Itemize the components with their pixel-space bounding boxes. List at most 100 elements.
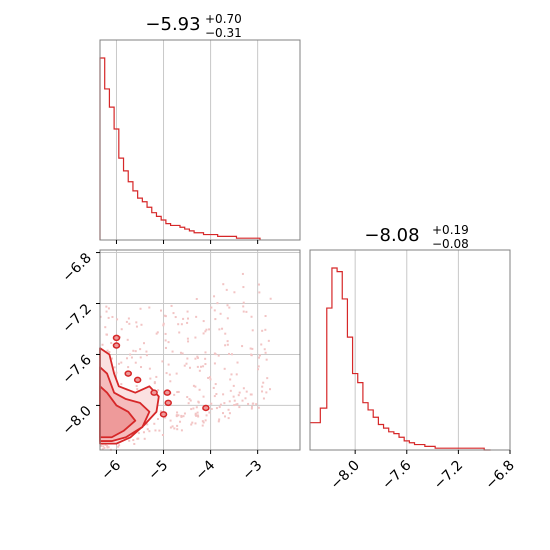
scatter-point: [108, 351, 111, 354]
scatter-point: [205, 328, 208, 331]
scatter-point: [190, 423, 193, 426]
scatter-point: [167, 363, 170, 366]
scatter-point: [194, 413, 197, 416]
scatter-point: [180, 414, 183, 417]
axes-frame: [99, 39, 301, 241]
scatter-point: [195, 406, 198, 409]
scatter-point: [202, 365, 205, 368]
scatter-point: [208, 411, 211, 414]
scatter-point: [117, 362, 120, 365]
scatter-point: [219, 312, 222, 315]
scatter-point: [164, 332, 167, 335]
scatter-point: [229, 378, 232, 381]
scatter-point: [142, 431, 145, 434]
contour-island: [124, 370, 132, 377]
scatter-point: [105, 310, 108, 313]
scatter-point: [223, 415, 226, 418]
scatter-point: [140, 366, 143, 369]
scatter-point: [251, 402, 254, 405]
scatter-point: [213, 295, 216, 298]
scatter-point: [230, 353, 233, 356]
scatter-point: [132, 439, 135, 442]
scatter-point: [210, 407, 213, 410]
scatter-point: [237, 394, 240, 397]
scatter-point: [242, 301, 245, 304]
scatter-point: [129, 353, 132, 356]
scatter-point: [180, 429, 183, 432]
scatter-point: [218, 328, 221, 331]
scatter-point: [128, 322, 131, 325]
scatter-point: [232, 395, 235, 398]
scatter-point: [264, 351, 267, 354]
scatter-point: [218, 418, 221, 421]
scatter-point: [149, 377, 152, 380]
scatter-point: [267, 339, 270, 342]
scatter-point: [177, 414, 180, 417]
scatter-point: [215, 407, 218, 410]
scatter-point: [200, 365, 203, 368]
scatter-point: [204, 357, 207, 360]
axes-frame: [99, 249, 301, 451]
scatter-point: [228, 352, 231, 355]
scatter-point: [155, 332, 158, 335]
scatter-point: [261, 390, 264, 393]
gridlines: [354, 250, 459, 450]
scatter-point: [136, 388, 139, 391]
scatter-point: [226, 304, 229, 307]
scatter-point: [186, 337, 189, 340]
scatter-point: [189, 399, 192, 402]
scatter-point: [118, 444, 121, 447]
scatter-point: [233, 291, 236, 294]
scatter-point: [250, 353, 253, 356]
scatter-point: [251, 329, 254, 332]
scatter-point: [202, 395, 205, 398]
histogram-step-line: [310, 267, 491, 451]
scatter-point: [196, 355, 199, 358]
scatter-point: [228, 306, 231, 309]
y-tick-label: −8.0: [59, 403, 94, 438]
scatter-point: [183, 364, 186, 367]
scatter-point: [196, 365, 199, 368]
scatter-point: [155, 375, 158, 378]
scatter-point: [236, 361, 239, 364]
scatter-point: [102, 445, 105, 448]
contour-island: [163, 389, 172, 396]
y-tick-label: −6.8: [59, 250, 94, 285]
scatter-point: [177, 390, 180, 393]
scatter-point: [172, 312, 175, 315]
scatter-point: [242, 305, 245, 308]
scatter-point: [169, 380, 172, 383]
scatter-point: [194, 412, 197, 415]
scatter-point: [222, 412, 225, 415]
x-tick-label: −4: [193, 457, 219, 483]
x-tick-label: −5: [145, 458, 171, 484]
scatter-point: [245, 390, 248, 393]
scatter-point: [178, 331, 181, 334]
scatter-point: [134, 350, 137, 353]
scatter-point: [156, 331, 159, 334]
axes-frame: [309, 249, 511, 451]
scatter-point: [233, 399, 236, 402]
scatter-point: [111, 315, 114, 318]
scatter-point: [192, 384, 195, 387]
scatter-point: [194, 385, 197, 388]
scatter-point: [250, 315, 253, 318]
scatter-point: [196, 356, 199, 359]
scatter-point: [120, 361, 123, 364]
scatter-point: [235, 403, 238, 406]
scatter-point: [153, 381, 156, 384]
scatter-point: [230, 373, 233, 376]
scatter-point: [173, 427, 176, 430]
scatter-point: [202, 421, 205, 424]
scatter-point: [148, 306, 151, 309]
scatter-point: [120, 383, 123, 386]
scatter-point: [215, 393, 218, 396]
scatter-point: [214, 353, 217, 356]
scatter-point: [218, 406, 221, 409]
scatter-point: [132, 349, 135, 352]
scatter-point: [212, 386, 215, 389]
scatter-point: [269, 388, 272, 391]
scatter-point: [265, 391, 268, 394]
scatter-point: [255, 403, 258, 406]
